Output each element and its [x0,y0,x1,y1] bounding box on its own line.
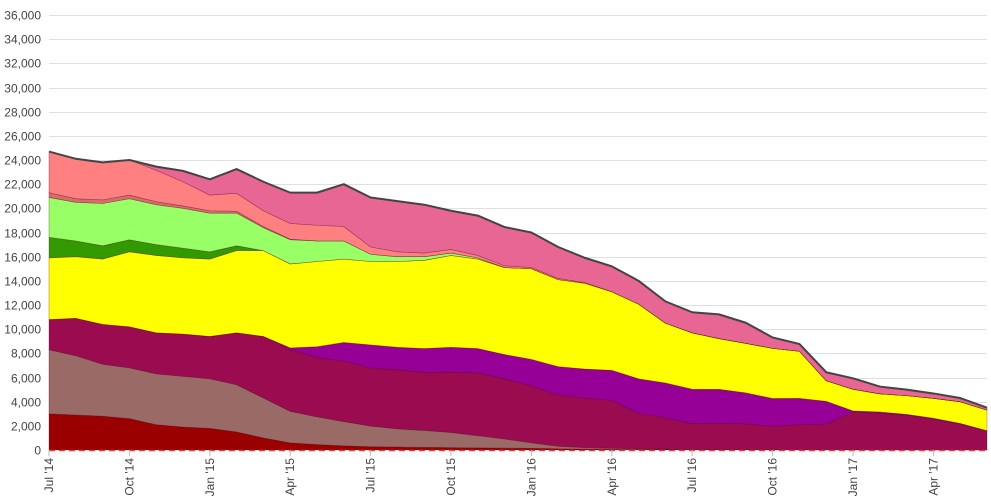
total-line [48,150,988,409]
x-tick-label: Apr '15 [283,458,297,496]
y-tick-label: 22,000 [4,178,41,192]
x-axis-tick-labels: Jul '14 Oct '14 Jan '15 Apr '15 Jul '15 Oct '… [42,450,940,496]
x-tick-label: Oct '15 [444,458,458,496]
y-tick-label: 4,000 [11,396,41,410]
y-tick-label: 12,000 [4,299,41,313]
y-tick-label: 18,000 [4,227,41,241]
x-tick-label: Jul '15 [364,458,378,493]
x-tick-label: Oct '14 [122,458,136,496]
x-tick-label: Jul '14 [42,458,56,493]
area-series-group [48,151,988,451]
y-tick-label: 10,000 [4,323,41,337]
y-tick-label: 14,000 [4,275,41,289]
y-tick-label: 32,000 [4,57,41,71]
y-tick-label: 8,000 [11,347,41,361]
y-tick-label: 36,000 [4,9,41,23]
x-tick-label: Jan '17 [846,458,860,496]
y-tick-label: 0 [34,444,41,458]
total-outline [48,150,988,409]
y-tick-label: 2,000 [11,420,41,434]
y-tick-label: 6,000 [11,372,41,386]
x-tick-label: Oct '16 [766,458,780,496]
y-tick-label: 26,000 [4,130,41,144]
x-tick-label: Jan '15 [203,458,217,496]
x-tick-label: Apr '16 [605,458,619,496]
y-tick-label: 16,000 [4,251,41,265]
y-tick-label: 28,000 [4,106,41,120]
y-axis-tick-labels: 0 2,000 4,000 6,000 8,000 10,000 12,000 14,000 1… [4,9,41,458]
y-tick-label: 20,000 [4,202,41,216]
x-tick-label: Jul '16 [685,458,699,493]
x-tick-label: Jan '16 [524,458,538,496]
x-tick-label: Apr '17 [926,458,940,496]
y-tick-label: 34,000 [4,33,41,47]
y-tick-label: 30,000 [4,82,41,96]
y-tick-label: 24,000 [4,154,41,168]
